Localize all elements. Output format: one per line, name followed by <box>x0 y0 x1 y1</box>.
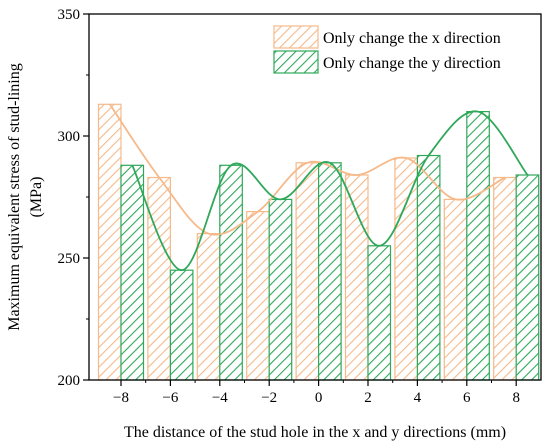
y-tick-label-2: 300 <box>58 129 81 145</box>
bar-y-0 <box>120 164 145 381</box>
curves-layer <box>109 103 529 272</box>
x-tick-label-1: −6 <box>162 390 178 406</box>
bar-y-8 <box>515 174 540 381</box>
x-tick-label-0: −8 <box>113 390 129 406</box>
x-tick-label-4: 0 <box>315 390 323 406</box>
bar-x-7 <box>443 198 468 381</box>
y-axis-title-line1: Maximum equivalent stress of stud-lining <box>6 63 23 331</box>
bar-y-7 <box>466 110 490 381</box>
x-tick-label-7: 6 <box>463 390 471 406</box>
legend-swatch-x <box>273 25 319 49</box>
bar-y-1 <box>169 269 194 381</box>
y-tick-label-1: 250 <box>58 251 81 267</box>
x-tick-label-5: 2 <box>364 390 372 406</box>
y-tick-label-0: 200 <box>58 373 81 389</box>
legend-label-x: Only change the x direction <box>323 30 501 47</box>
legend-label-y: Only change the y direction <box>323 55 501 72</box>
legend: Only change the x direction Only change … <box>273 25 501 74</box>
bar-x-4 <box>295 162 320 381</box>
x-axis: −8 −6 −4 −2 0 2 4 6 8 <box>113 380 520 406</box>
bars-layer <box>97 103 540 381</box>
bar-x-2 <box>196 233 221 381</box>
curve-x <box>109 103 506 236</box>
x-axis-title: The distance of the stud hole in the x a… <box>124 424 506 441</box>
bar-y-6 <box>416 154 441 381</box>
bar-y-4 <box>318 162 342 381</box>
x-tick-label-6: 4 <box>414 390 422 406</box>
bar-x-8 <box>493 176 517 381</box>
bar-y-2 <box>219 164 243 381</box>
bar-y-5 <box>367 245 392 381</box>
y-axis-title-line2: (MPa) <box>28 177 45 218</box>
bar-x-0 <box>97 103 122 381</box>
x-tick-label-2: −4 <box>212 390 228 406</box>
x-tick-label-8: 8 <box>512 390 520 406</box>
x-tick-label-3: −2 <box>261 390 277 406</box>
legend-swatch-y <box>273 50 319 74</box>
y-tick-label-3: 350 <box>58 7 81 23</box>
bar-x-3 <box>246 211 270 381</box>
bar-x-5 <box>344 174 369 381</box>
y-axis: 200 250 300 350 <box>58 7 89 389</box>
curve-y <box>131 110 529 272</box>
bar-y-3 <box>268 198 293 381</box>
bar-x-1 <box>147 176 171 381</box>
bar-x-6 <box>394 157 418 381</box>
